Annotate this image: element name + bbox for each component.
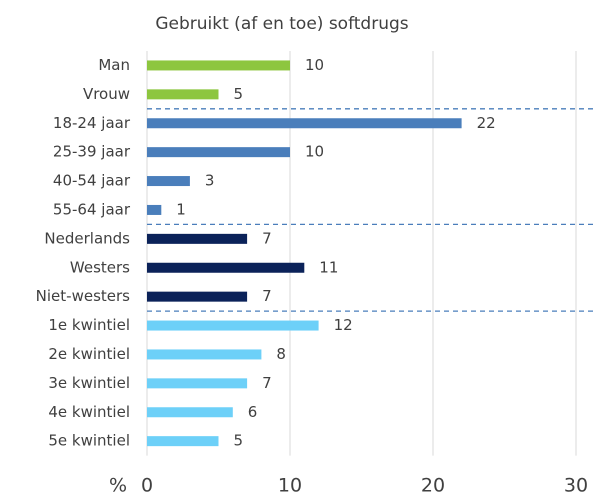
bar [147,176,190,187]
y-tick-label: 3e kwintiel [48,374,130,392]
value-label: 12 [334,316,353,334]
value-label: 7 [262,229,272,247]
value-label: 22 [477,114,496,132]
bar [147,262,305,273]
y-tick-label: Vrouw [83,85,130,103]
value-label: 7 [262,374,272,392]
bar [147,233,248,244]
value-label: 8 [276,345,286,363]
bar [147,436,219,447]
y-tick-label: 1e kwintiel [48,316,130,334]
x-tick-label: 10 [278,475,302,496]
bar [147,147,290,158]
y-tick-label: Nederlands [44,229,130,247]
y-tick-label: Niet-westers [36,287,130,305]
x-axis-label: % [109,475,127,496]
bar [147,118,462,129]
bar [147,89,219,100]
chart-title: Gebruikt (af en toe) softdrugs [155,14,408,34]
y-tick-label: Man [98,56,130,74]
value-label: 3 [205,172,215,190]
y-tick-label: 55-64 jaar [53,200,131,218]
y-tick-label: 18-24 jaar [53,114,131,132]
x-tick-label: 20 [421,475,445,496]
bar [147,407,233,418]
value-label: 10 [305,56,324,74]
bar [147,378,248,389]
bar [147,204,162,215]
x-tick-label: 0 [141,475,153,496]
value-label: 6 [248,403,258,421]
y-tick-label: 5e kwintiel [48,432,130,450]
x-tick-label: 30 [564,475,588,496]
y-tick-label: 40-54 jaar [53,172,131,190]
value-label: 1 [176,200,186,218]
y-tick-label: Westers [70,258,130,276]
y-tick-label: 4e kwintiel [48,403,130,421]
value-label: 7 [262,287,272,305]
bar [147,349,262,360]
y-tick-label: 25-39 jaar [53,143,131,161]
value-label: 11 [319,258,338,276]
bar [147,320,319,331]
value-label: 5 [234,85,244,103]
bar [147,291,248,302]
value-label: 5 [234,432,244,450]
value-label: 10 [305,143,324,161]
bar [147,60,290,71]
y-tick-label: 2e kwintiel [48,345,130,363]
